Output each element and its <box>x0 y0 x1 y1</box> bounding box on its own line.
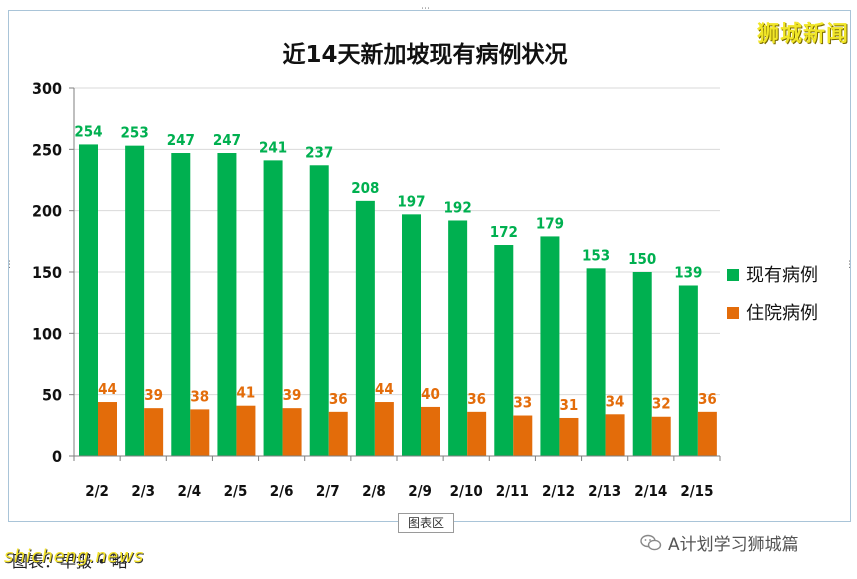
bar-existing <box>678 285 698 456</box>
x-tick-label: 2/3 <box>131 482 155 500</box>
wechat-icon <box>640 534 662 552</box>
data-label-existing: 247 <box>167 131 195 149</box>
bar-hospitalized <box>651 416 671 456</box>
x-tick-label: 2/13 <box>588 482 621 500</box>
bar-existing <box>217 153 237 456</box>
bar-hospitalized <box>144 408 164 456</box>
data-label-hospitalized: 38 <box>190 387 209 405</box>
x-axis: 2/2 2/3 2/4 2/5 2/6 2/7 2/8 2/9 2/10 2/11 2/12 2/13… <box>73 455 721 500</box>
bar-hospitalized <box>328 411 348 456</box>
data-label-existing: 192 <box>444 198 472 216</box>
data-label-hospitalized: 33 <box>513 394 532 412</box>
bar-hospitalized <box>559 417 579 456</box>
y-tick-label: 50 <box>42 386 62 405</box>
y-axis: 0 50 100 150 200 250 300 <box>32 79 75 466</box>
bar-hospitalized <box>421 406 440 456</box>
bar-existing <box>586 268 606 456</box>
bar-existing <box>402 214 421 456</box>
data-label-hospitalized: 41 <box>237 384 256 402</box>
data-label-existing: 197 <box>397 192 425 210</box>
data-label-existing: 179 <box>536 214 564 232</box>
resize-handle-right-icon[interactable]: ⋮ <box>845 260 854 270</box>
x-tick-label: 2/4 <box>177 482 201 500</box>
legend-swatch <box>727 269 739 281</box>
data-label-hospitalized: 39 <box>144 386 163 404</box>
data-label-hospitalized: 36 <box>329 390 348 408</box>
bar-hospitalized <box>513 415 533 456</box>
data-label-hospitalized: 32 <box>652 395 671 413</box>
data-label-hospitalized: 31 <box>560 396 579 414</box>
bar-hospitalized <box>467 411 487 456</box>
bars: 254 44 253 39 247 38 247 41 241 39 237 36 208 44 197 40… <box>74 122 717 457</box>
wechat-account-name: A计划学习狮城篇 <box>668 535 799 555</box>
data-label-existing: 247 <box>213 131 241 149</box>
x-tick-label: 2/9 <box>408 482 432 500</box>
bar-existing <box>540 236 560 456</box>
data-label-hospitalized: 40 <box>421 385 440 403</box>
x-tick-label: 2/12 <box>542 482 575 500</box>
bar-existing <box>125 145 145 457</box>
bar-hospitalized <box>236 405 256 456</box>
bar-hospitalized <box>98 402 117 456</box>
data-label-existing: 254 <box>74 122 102 140</box>
bar-existing <box>171 153 191 456</box>
bar-existing <box>263 160 283 456</box>
bar-hospitalized <box>605 414 625 456</box>
legend-label: 住院病例 <box>746 303 818 324</box>
bar-hospitalized <box>374 402 394 456</box>
data-label-existing: 150 <box>628 250 656 268</box>
y-tick-label: 0 <box>52 447 62 466</box>
data-label-existing: 237 <box>305 143 333 161</box>
resize-handle-top-icon[interactable]: ⋯ <box>421 4 430 14</box>
watermark: shicheng.news <box>4 546 144 567</box>
legend-swatch <box>727 307 739 319</box>
x-tick-label: 2/5 <box>224 482 248 500</box>
x-tick-label: 2/2 <box>85 482 109 500</box>
data-label-existing: 208 <box>351 179 379 197</box>
data-label-hospitalized: 36 <box>467 390 486 408</box>
x-tick-label: 2/15 <box>680 482 713 500</box>
brand-logo: 狮城新闻 <box>756 22 849 47</box>
data-label-existing: 153 <box>582 246 610 264</box>
data-label-existing: 172 <box>490 223 518 241</box>
wechat-account: A计划学习狮城篇 <box>640 530 799 555</box>
y-tick-label: 250 <box>32 140 62 159</box>
y-tick-label: 300 <box>32 79 62 98</box>
data-label-existing: 253 <box>121 124 149 142</box>
x-tick-label: 2/10 <box>450 482 483 500</box>
chart-title: 近14天新加坡现有病例状况 <box>282 41 567 68</box>
chart-area-tooltip: 图表区 <box>398 513 454 533</box>
legend-label: 现有病例 <box>746 265 818 286</box>
x-tick-label: 2/14 <box>634 482 667 500</box>
data-label-existing: 241 <box>259 138 287 156</box>
data-label-hospitalized: 44 <box>98 380 117 398</box>
bar-existing <box>79 144 98 456</box>
data-label-existing: 139 <box>674 263 702 281</box>
x-tick-label: 2/8 <box>362 482 386 500</box>
bar-existing <box>355 200 375 456</box>
data-label-hospitalized: 36 <box>698 390 717 408</box>
y-tick-label: 200 <box>32 202 62 221</box>
bar-existing <box>632 272 652 456</box>
chart-caption: 图表：早报 • 略 <box>12 552 128 571</box>
bar-existing <box>309 165 329 456</box>
x-tick-label: 2/7 <box>316 482 340 500</box>
bar-hospitalized <box>190 409 210 456</box>
bar-existing <box>448 220 468 456</box>
data-label-hospitalized: 44 <box>375 380 394 398</box>
bar-hospitalized <box>282 408 302 456</box>
bar-hospitalized <box>697 411 717 456</box>
resize-handle-left-icon[interactable]: ⋮ <box>5 260 14 270</box>
bar-existing <box>494 245 514 456</box>
y-tick-label: 100 <box>32 324 62 343</box>
data-label-hospitalized: 34 <box>606 392 625 410</box>
x-tick-label: 2/6 <box>270 482 294 500</box>
x-tick-label: 2/11 <box>496 482 529 500</box>
y-tick-label: 150 <box>32 263 62 282</box>
data-label-hospitalized: 39 <box>283 386 302 404</box>
